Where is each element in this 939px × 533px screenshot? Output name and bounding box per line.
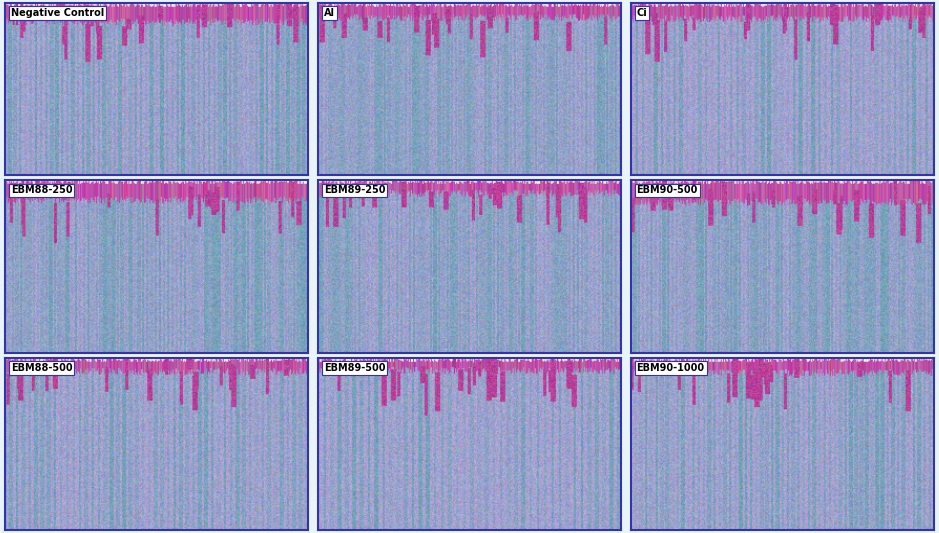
Text: EBM88-250: EBM88-250 bbox=[10, 185, 72, 196]
Text: EBM90-500: EBM90-500 bbox=[637, 185, 698, 196]
Text: EBM89-250: EBM89-250 bbox=[324, 185, 385, 196]
Text: EBM89-500: EBM89-500 bbox=[324, 363, 385, 373]
Text: EBM88-500: EBM88-500 bbox=[10, 363, 72, 373]
Text: Al: Al bbox=[324, 8, 334, 18]
Text: Negative Control: Negative Control bbox=[10, 8, 104, 18]
Text: Ci: Ci bbox=[637, 8, 647, 18]
Text: EBM90-1000: EBM90-1000 bbox=[637, 363, 704, 373]
